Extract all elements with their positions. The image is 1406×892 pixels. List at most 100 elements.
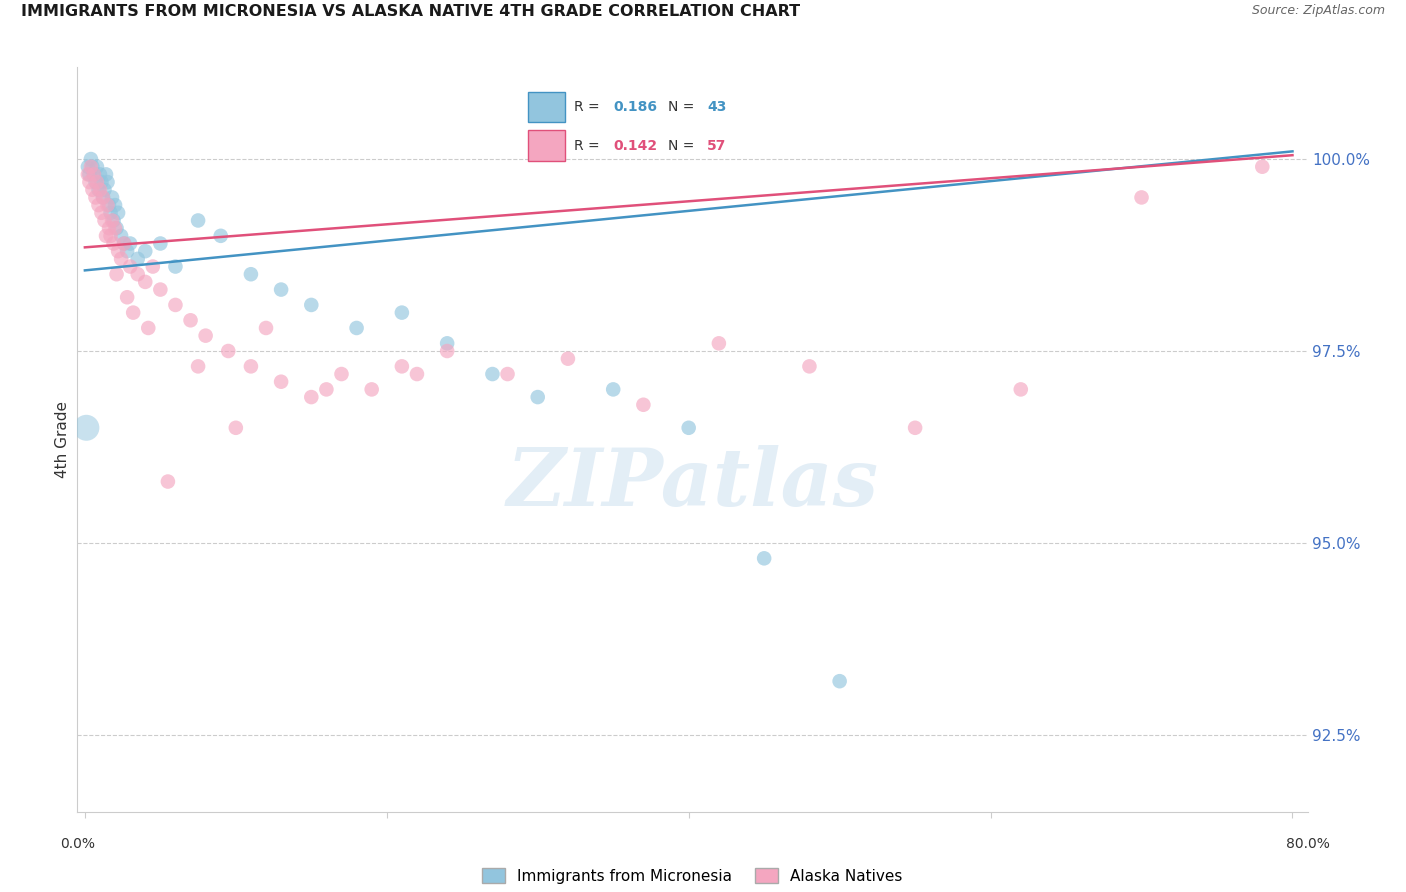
- Point: [98, 221, 121, 235]
- Point: [90, 206, 112, 220]
- Point: [165, 260, 187, 274]
- Point: [299, 390, 322, 404]
- Point: [217, 344, 239, 359]
- Point: [96, 175, 118, 189]
- Point: [270, 283, 292, 297]
- Text: R =: R =: [575, 100, 605, 114]
- Point: [526, 390, 548, 404]
- Point: [149, 283, 172, 297]
- Point: [120, 260, 142, 274]
- Text: N =: N =: [668, 139, 699, 153]
- Point: [96, 198, 118, 212]
- Text: 0.0%: 0.0%: [60, 837, 94, 851]
- Text: 0.186: 0.186: [613, 100, 658, 114]
- Point: [707, 336, 730, 351]
- Point: [127, 267, 149, 281]
- Point: [436, 344, 458, 359]
- Point: [136, 321, 159, 335]
- Point: [254, 321, 277, 335]
- Point: [225, 421, 247, 435]
- Text: R =: R =: [575, 139, 605, 153]
- Point: [82, 183, 104, 197]
- Point: [481, 367, 503, 381]
- Point: [557, 351, 579, 366]
- Point: [187, 213, 209, 227]
- Point: [80, 152, 103, 166]
- Point: [391, 359, 413, 374]
- Point: [103, 213, 125, 227]
- Point: [149, 236, 172, 251]
- Text: IMMIGRANTS FROM MICRONESIA VS ALASKA NATIVE 4TH GRADE CORRELATION CHART: IMMIGRANTS FROM MICRONESIA VS ALASKA NAT…: [21, 4, 800, 20]
- Point: [94, 168, 117, 182]
- Point: [93, 183, 115, 197]
- Point: [107, 244, 129, 259]
- Point: [77, 160, 100, 174]
- Point: [187, 359, 209, 374]
- Point: [107, 206, 129, 220]
- Point: [77, 168, 100, 182]
- Point: [165, 298, 187, 312]
- Point: [87, 183, 110, 197]
- FancyBboxPatch shape: [527, 92, 565, 122]
- Point: [80, 160, 103, 174]
- Text: ZIPatlas: ZIPatlas: [506, 445, 879, 523]
- Point: [678, 421, 700, 435]
- Point: [134, 275, 156, 289]
- Point: [83, 168, 105, 182]
- Point: [100, 206, 122, 220]
- Point: [270, 375, 292, 389]
- Point: [100, 228, 122, 243]
- FancyBboxPatch shape: [527, 130, 565, 161]
- Point: [406, 367, 429, 381]
- Point: [115, 290, 138, 304]
- Y-axis label: 4th Grade: 4th Grade: [55, 401, 70, 478]
- Point: [142, 260, 165, 274]
- Text: 0.142: 0.142: [613, 139, 658, 153]
- Point: [104, 221, 127, 235]
- Point: [1010, 383, 1032, 397]
- Point: [330, 367, 353, 381]
- Point: [194, 328, 217, 343]
- Point: [94, 228, 117, 243]
- Point: [1130, 190, 1153, 204]
- Point: [90, 175, 112, 189]
- Point: [209, 228, 232, 243]
- Point: [436, 336, 458, 351]
- Point: [799, 359, 821, 374]
- Text: N =: N =: [668, 100, 699, 114]
- Point: [105, 267, 128, 281]
- Point: [752, 551, 775, 566]
- Point: [89, 168, 111, 182]
- Point: [496, 367, 519, 381]
- Point: [83, 168, 105, 182]
- Point: [82, 160, 104, 174]
- Text: 43: 43: [707, 100, 727, 114]
- Point: [86, 175, 108, 189]
- Legend: Immigrants from Micronesia, Alaska Natives: Immigrants from Micronesia, Alaska Nativ…: [477, 862, 908, 889]
- Point: [101, 213, 124, 227]
- Point: [89, 183, 111, 197]
- Point: [93, 213, 115, 227]
- Point: [127, 252, 149, 266]
- Point: [346, 321, 368, 335]
- Point: [299, 298, 322, 312]
- Point: [602, 383, 624, 397]
- Point: [112, 236, 135, 251]
- Point: [104, 198, 127, 212]
- Text: 80.0%: 80.0%: [1285, 837, 1330, 851]
- Point: [315, 383, 337, 397]
- Point: [91, 190, 114, 204]
- Point: [105, 221, 128, 235]
- Point: [79, 168, 101, 182]
- Point: [103, 236, 125, 251]
- Point: [87, 198, 110, 212]
- Point: [633, 398, 655, 412]
- Point: [180, 313, 202, 327]
- Text: 57: 57: [707, 139, 727, 153]
- Point: [134, 244, 156, 259]
- Point: [120, 236, 142, 251]
- Point: [110, 252, 132, 266]
- Point: [112, 236, 135, 251]
- Point: [101, 190, 124, 204]
- Point: [75, 421, 97, 435]
